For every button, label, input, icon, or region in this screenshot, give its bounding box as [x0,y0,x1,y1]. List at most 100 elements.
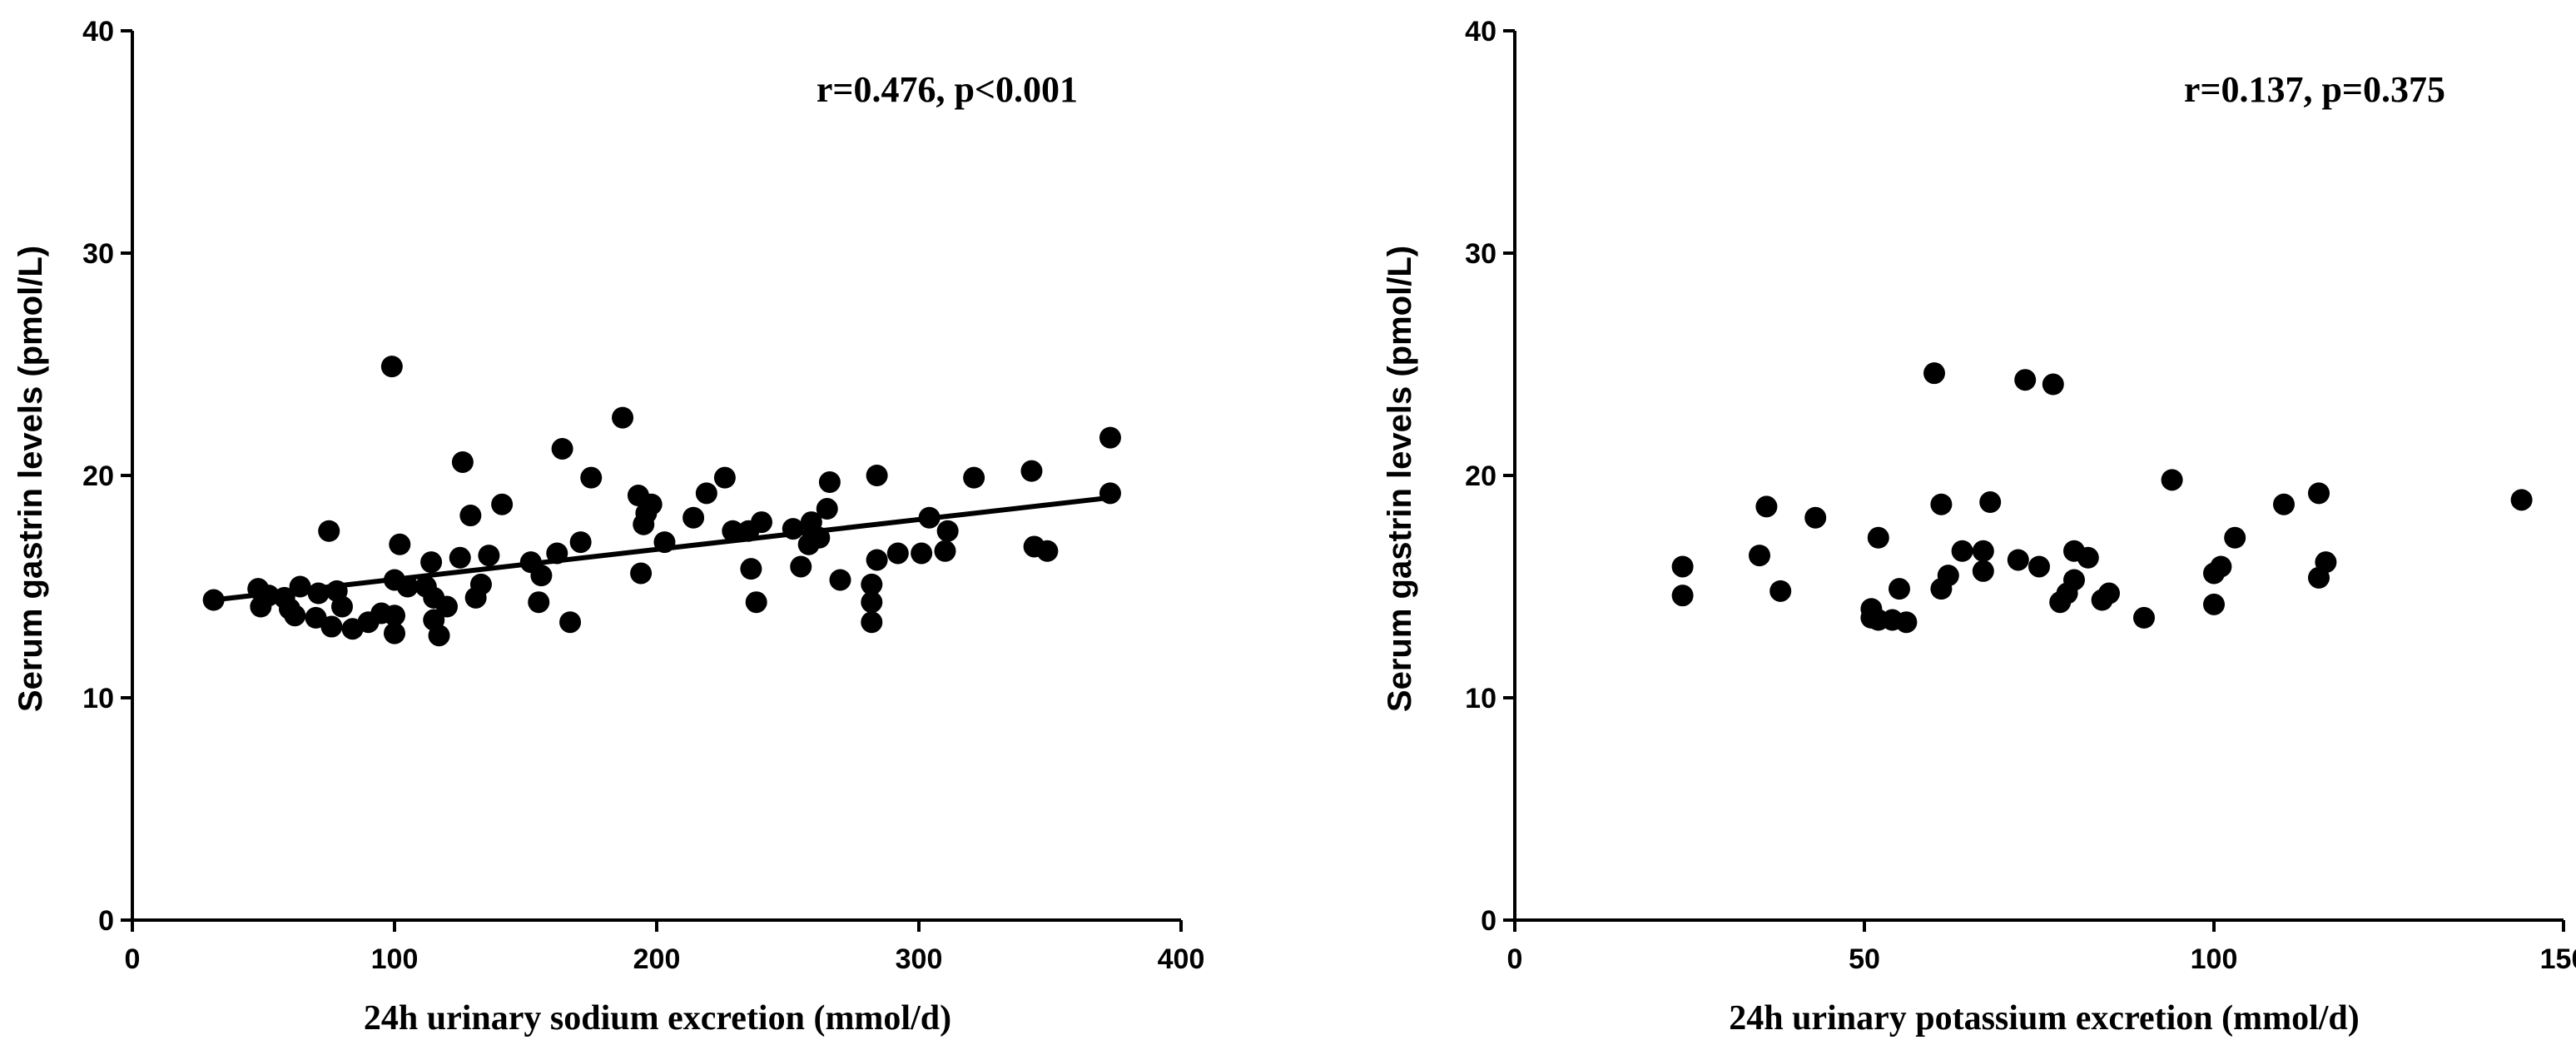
data-point [2133,606,2155,629]
data-point [886,542,909,565]
data-point [963,466,985,489]
y-tick-label: 10 [1465,683,1496,714]
data-point [380,356,403,378]
data-point [1867,526,1889,549]
y-tick-label: 30 [82,238,114,270]
data-point [2224,526,2246,549]
data-point [1937,565,1959,587]
x-tick-label: 400 [1158,943,1205,975]
data-point [861,573,883,595]
data-point [1889,578,1910,600]
data-point [818,471,841,494]
data-point [2063,569,2085,591]
data-point [790,555,812,578]
data-point [2028,555,2050,578]
data-point [2161,469,2183,491]
data-point [1749,545,1770,567]
data-point [491,493,514,515]
data-point [1755,495,1778,518]
regression-line [213,495,1111,603]
data-point [580,466,603,489]
data-point [284,605,306,627]
data-point [1036,540,1059,562]
y-tick-label: 0 [98,905,114,937]
data-point [1020,460,1043,482]
data-point [713,466,736,489]
data-points [202,356,1121,647]
data-point [1930,493,1953,515]
data-point [2308,482,2330,505]
data-point [451,450,474,473]
data-point [612,406,634,429]
x-tick-label: 100 [2191,943,2238,975]
y-tick-label: 30 [1465,238,1496,270]
data-point [816,498,838,520]
data-point [934,540,956,562]
data-point [1671,585,1694,607]
data-point [2042,373,2064,396]
x-tick-label: 150 [2540,943,2576,975]
data-point [911,542,933,565]
data-point [420,551,443,574]
data-point [384,622,405,644]
x-axis-title: 24h urinary sodium excretion (mmol/d) [364,999,951,1038]
data-point [2315,551,2337,574]
data-point [722,520,744,542]
data-point [530,565,553,587]
data-point [2273,493,2295,515]
data-point [436,595,458,618]
y-tick-label: 20 [1465,460,1496,492]
data-point [449,546,471,569]
data-point [2510,489,2533,511]
data-point [305,606,327,629]
data-point [428,625,450,647]
data-point [740,558,762,580]
y-tick-label: 40 [82,16,114,47]
y-tick-label: 0 [1481,905,1496,937]
data-point [640,493,663,515]
data-point [1972,560,1994,582]
data-point [2007,549,2029,571]
data-point [2077,546,2099,569]
y-tick-label: 20 [82,460,114,492]
data-point [2014,369,2037,391]
data-point [551,437,573,460]
data-point [384,605,405,627]
correlation-annotation: r=0.476, p<0.001 [816,69,1078,110]
data-point [682,506,705,529]
x-tick-label: 50 [1849,943,1880,975]
correlation-annotation: r=0.137, p=0.375 [2184,69,2445,110]
data-point [861,611,883,634]
data-point [1671,555,1694,578]
y-axis-title: Serum gastrin levels (pmol/L) [12,246,49,712]
data-point [559,611,582,634]
x-tick-label: 0 [1507,943,1523,975]
data-point [1099,426,1121,449]
data-point [318,520,340,542]
data-point [861,591,883,614]
data-point [396,575,419,598]
axes: 0 10 20 30 40 0 50 100 150 [1465,16,2576,975]
data-point [2203,593,2225,615]
data-point [866,549,888,571]
x-tick-label: 0 [125,943,141,975]
data-point [630,562,653,585]
data-point [469,573,492,595]
y-axis-title: Serum gastrin levels (pmol/L) [1382,246,1418,712]
data-point [528,591,550,614]
x-tick-label: 200 [633,943,681,975]
data-point [389,533,411,555]
data-point [1979,491,2002,514]
data-point [866,465,888,486]
regression-line-group [213,495,1111,603]
data-point [936,520,959,542]
data-point [1923,362,1945,385]
data-point [2210,555,2232,578]
data-point [745,591,767,614]
x-tick-label: 100 [371,943,419,975]
chart-potassium: 0 10 20 30 40 0 50 100 150 r=0.137, p=0.375 24h … [1382,16,2576,1038]
data-point [751,511,772,534]
